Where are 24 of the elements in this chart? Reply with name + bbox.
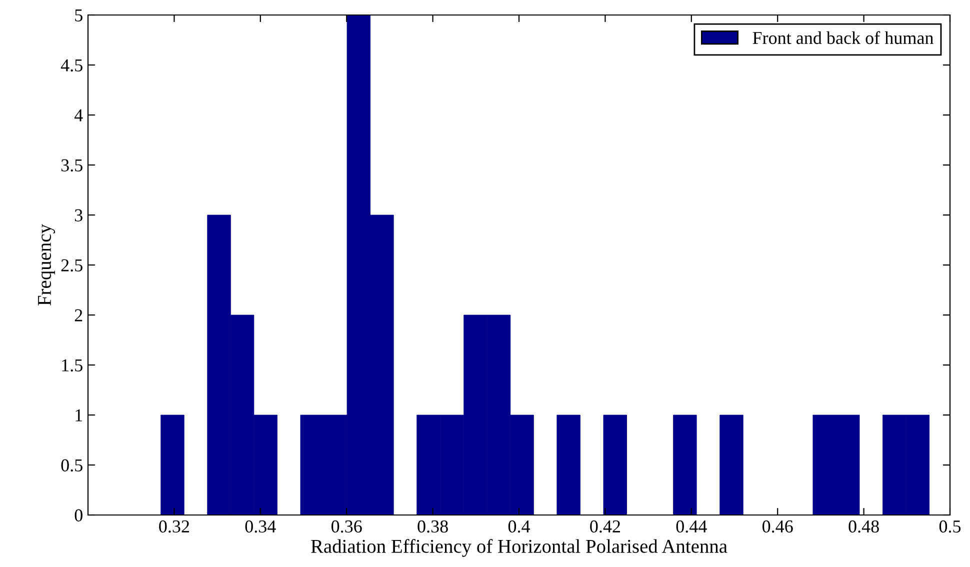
legend-label: Front and back of human [752, 31, 934, 44]
x-tick-label: 0.46 [762, 520, 793, 533]
x-tick-label: 0.32 [159, 520, 190, 533]
y-axis-title: Frequency [38, 224, 56, 306]
x-tick-label: 0.38 [418, 520, 448, 533]
x-tick-label: 0.36 [331, 520, 362, 533]
x-tick-label: 0.5 [939, 520, 961, 533]
y-tick-label: 0 [74, 509, 82, 522]
x-axis-title: Radiation Efficiency of Horizontal Polarised Antenna [311, 539, 728, 557]
y-tick-label: 4 [74, 109, 83, 122]
x-tick-label: 0.34 [245, 520, 276, 533]
y-tick-label: 2 [74, 309, 82, 322]
x-tick-label: 0.4 [508, 520, 530, 533]
y-tick-label: 3.5 [61, 159, 82, 172]
y-tick-label: 1 [76, 409, 82, 422]
x-tick-label: 0.48 [848, 520, 879, 533]
y-tick-label: 5 [75, 9, 82, 22]
x-tick-label: 0.42 [590, 520, 620, 533]
x-tick-label: 0.44 [676, 520, 707, 533]
y-tick-label: 1.5 [62, 359, 82, 372]
y-tick-label: 2.5 [61, 259, 82, 272]
y-tick-label: 4.5 [60, 59, 82, 72]
y-tick-label: 0.5 [61, 459, 82, 472]
y-tick-label: 3 [74, 209, 82, 222]
